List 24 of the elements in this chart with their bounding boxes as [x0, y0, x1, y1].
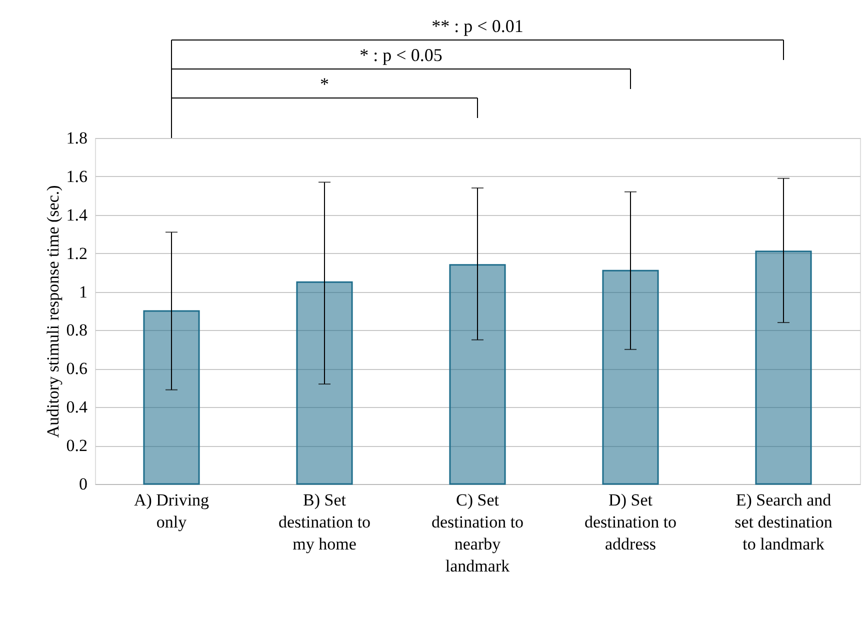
x-tick-label: E) Search and set destination to landmark: [734, 490, 833, 554]
text: ** : p < 0.01: [432, 16, 524, 36]
y-tick-label: 0.6: [66, 359, 88, 378]
y-tick-label: 1.4: [66, 205, 88, 224]
y-tick-label: 1: [79, 282, 88, 302]
bar: [755, 250, 812, 485]
text: * : p < 0.05: [360, 45, 442, 65]
text: *: [320, 74, 329, 94]
bar: [296, 281, 353, 485]
y-tick-label: 1.2: [66, 244, 88, 263]
y-tick-label: 1.6: [66, 166, 88, 186]
bar: [449, 264, 506, 485]
y-tick-label: 0.8: [66, 320, 88, 340]
y-tick-label: 0.4: [66, 398, 88, 417]
bar: [143, 310, 200, 485]
y-axis-title: Auditory stimuli response time (sec.): [43, 185, 62, 438]
x-tick-label: C) Set destination to nearby landmark: [431, 490, 524, 576]
y-tick-label: 0.2: [66, 436, 88, 456]
bar: [602, 270, 659, 485]
x-tick-label: D) Set destination to address: [584, 490, 677, 554]
x-tick-label: B) Set destination to my home: [278, 490, 371, 554]
y-tick-label: 0: [79, 474, 88, 494]
x-tick-label: A) Driving only: [134, 490, 210, 532]
y-tick-label: 1.8: [66, 128, 88, 148]
